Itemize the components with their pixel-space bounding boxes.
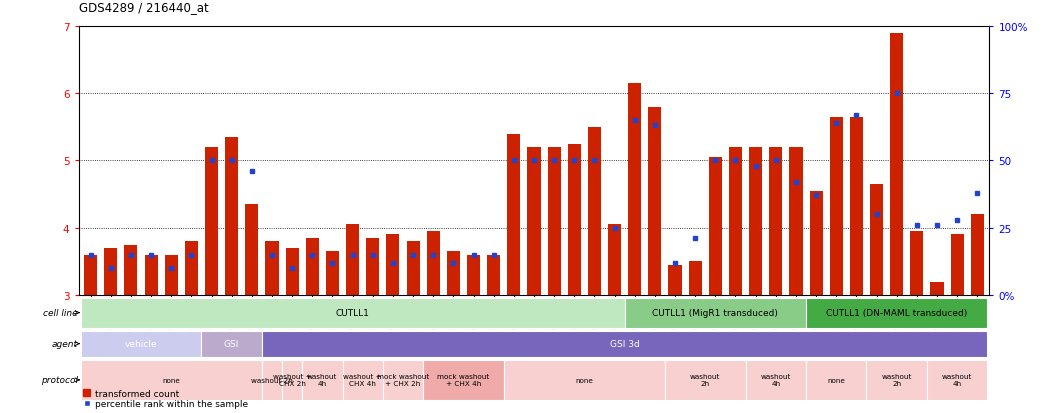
Bar bbox=[125, 245, 137, 295]
Text: washout
2h: washout 2h bbox=[690, 373, 720, 387]
Bar bbox=[689, 262, 701, 295]
Text: none: none bbox=[576, 377, 594, 383]
Bar bbox=[266, 242, 279, 295]
Bar bbox=[867, 360, 927, 400]
Bar bbox=[225, 138, 239, 295]
Text: CUTLL1 (DN-MAML transduced): CUTLL1 (DN-MAML transduced) bbox=[826, 309, 967, 317]
Bar bbox=[504, 360, 665, 400]
Bar bbox=[286, 248, 298, 295]
Bar bbox=[910, 232, 923, 295]
Bar bbox=[770, 147, 782, 295]
Bar bbox=[749, 147, 762, 295]
Bar bbox=[201, 331, 262, 357]
Bar bbox=[625, 298, 806, 328]
Bar bbox=[81, 360, 262, 400]
Text: CUTLL1 (MigR1 transduced): CUTLL1 (MigR1 transduced) bbox=[652, 309, 778, 317]
Bar bbox=[806, 360, 867, 400]
Bar bbox=[931, 282, 943, 295]
Bar bbox=[628, 84, 641, 295]
Bar bbox=[789, 147, 802, 295]
Text: washout 2h: washout 2h bbox=[251, 377, 293, 383]
Text: mock washout
+ CHX 4h: mock washout + CHX 4h bbox=[438, 373, 490, 387]
Bar bbox=[951, 235, 963, 295]
Bar bbox=[245, 205, 259, 295]
Bar bbox=[303, 360, 342, 400]
Text: protocol: protocol bbox=[41, 375, 79, 385]
Bar bbox=[870, 185, 883, 295]
Text: washout
4h: washout 4h bbox=[760, 373, 790, 387]
Bar bbox=[809, 191, 823, 295]
Text: GSI: GSI bbox=[224, 339, 240, 348]
Bar bbox=[262, 360, 282, 400]
Bar bbox=[205, 147, 218, 295]
Bar bbox=[164, 255, 178, 295]
Bar bbox=[567, 144, 581, 295]
Text: none: none bbox=[827, 377, 845, 383]
Bar bbox=[347, 225, 359, 295]
Bar bbox=[467, 255, 481, 295]
Bar bbox=[326, 252, 339, 295]
Bar bbox=[262, 331, 987, 357]
Bar bbox=[745, 360, 806, 400]
Text: GSI 3d: GSI 3d bbox=[609, 339, 640, 348]
Text: washout
4h: washout 4h bbox=[942, 373, 973, 387]
Bar bbox=[665, 360, 745, 400]
Text: vehicle: vehicle bbox=[125, 339, 157, 348]
Bar bbox=[648, 107, 662, 295]
Text: none: none bbox=[162, 377, 180, 383]
Bar bbox=[342, 360, 383, 400]
Bar bbox=[806, 298, 987, 328]
Bar bbox=[427, 232, 440, 295]
Bar bbox=[185, 242, 198, 295]
Bar bbox=[282, 360, 303, 400]
Legend: transformed count, percentile rank within the sample: transformed count, percentile rank withi… bbox=[83, 389, 248, 408]
Bar bbox=[850, 117, 863, 295]
Bar bbox=[829, 117, 843, 295]
Text: washout +
CHX 4h: washout + CHX 4h bbox=[343, 373, 382, 387]
Bar bbox=[84, 255, 97, 295]
Bar bbox=[608, 225, 621, 295]
Bar bbox=[306, 238, 319, 295]
Bar bbox=[105, 248, 117, 295]
Text: CUTLL1: CUTLL1 bbox=[336, 309, 370, 317]
Bar bbox=[709, 158, 721, 295]
Text: GDS4289 / 216440_at: GDS4289 / 216440_at bbox=[79, 2, 208, 14]
Bar bbox=[890, 33, 904, 295]
Bar bbox=[548, 147, 561, 295]
Bar bbox=[81, 298, 625, 328]
Text: washout +
CHX 2h: washout + CHX 2h bbox=[273, 373, 312, 387]
Bar bbox=[587, 128, 601, 295]
Bar bbox=[528, 147, 540, 295]
Bar bbox=[971, 215, 984, 295]
Bar bbox=[668, 265, 682, 295]
Bar bbox=[927, 360, 987, 400]
Text: cell line: cell line bbox=[44, 309, 79, 317]
Bar bbox=[507, 134, 520, 295]
Bar bbox=[487, 255, 500, 295]
Bar bbox=[406, 242, 420, 295]
Text: agent: agent bbox=[52, 339, 79, 348]
Bar bbox=[81, 331, 201, 357]
Bar bbox=[366, 238, 379, 295]
Text: mock washout
+ CHX 2h: mock washout + CHX 2h bbox=[377, 373, 429, 387]
Bar bbox=[386, 235, 400, 295]
Text: washout
2h: washout 2h bbox=[882, 373, 912, 387]
Text: washout
4h: washout 4h bbox=[307, 373, 337, 387]
Bar bbox=[729, 147, 742, 295]
Bar bbox=[423, 360, 504, 400]
Bar bbox=[383, 360, 423, 400]
Bar bbox=[447, 252, 460, 295]
Bar bbox=[144, 255, 158, 295]
